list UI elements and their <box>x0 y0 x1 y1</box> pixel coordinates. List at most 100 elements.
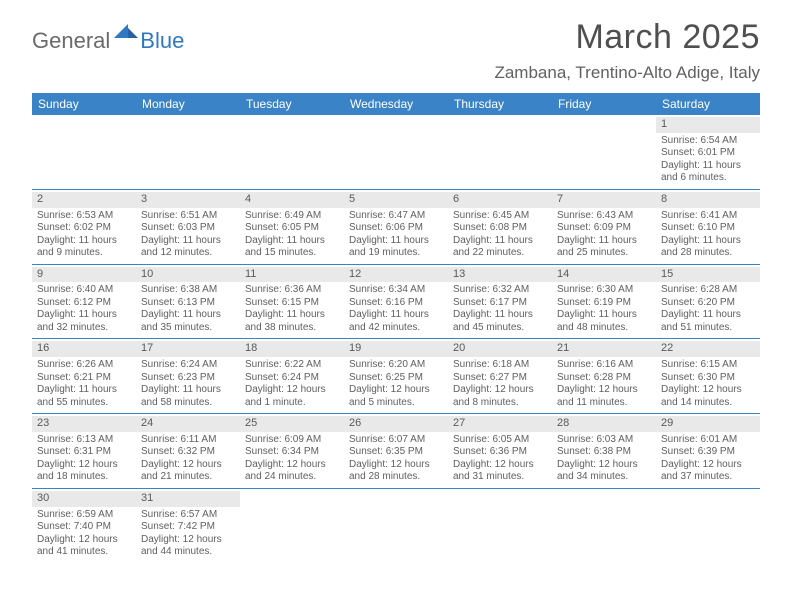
day-number: 10 <box>136 267 240 283</box>
calendar-table: Sunday Monday Tuesday Wednesday Thursday… <box>32 93 760 563</box>
sunrise-text: Sunrise: 6:43 AM <box>557 210 651 223</box>
calendar-cell: 28Sunrise: 6:03 AMSunset: 6:38 PMDayligh… <box>552 414 656 489</box>
sunrise-text: Sunrise: 6:26 AM <box>37 359 131 372</box>
sunset-text: Sunset: 6:05 PM <box>245 222 339 235</box>
calendar-cell: 22Sunrise: 6:15 AMSunset: 6:30 PMDayligh… <box>656 339 760 414</box>
calendar-cell <box>240 488 344 562</box>
calendar-cell: 23Sunrise: 6:13 AMSunset: 6:31 PMDayligh… <box>32 414 136 489</box>
sunset-text: Sunset: 6:36 PM <box>453 446 547 459</box>
daylight-text: Daylight: 12 hours and 28 minutes. <box>349 459 443 484</box>
sunset-text: Sunset: 6:27 PM <box>453 372 547 385</box>
calendar-cell <box>448 115 552 189</box>
sunrise-text: Sunrise: 6:03 AM <box>557 434 651 447</box>
day-number: 23 <box>32 416 136 432</box>
day-number: 1 <box>656 117 760 133</box>
day-number: 16 <box>32 341 136 357</box>
daylight-text: Daylight: 11 hours and 9 minutes. <box>37 235 131 260</box>
daylight-text: Daylight: 11 hours and 12 minutes. <box>141 235 235 260</box>
sunrise-text: Sunrise: 6:18 AM <box>453 359 547 372</box>
sunrise-text: Sunrise: 6:57 AM <box>141 509 235 522</box>
sunrise-text: Sunrise: 6:40 AM <box>37 284 131 297</box>
calendar-cell: 1Sunrise: 6:54 AMSunset: 6:01 PMDaylight… <box>656 115 760 189</box>
calendar-cell: 10Sunrise: 6:38 AMSunset: 6:13 PMDayligh… <box>136 264 240 339</box>
daylight-text: Daylight: 11 hours and 48 minutes. <box>557 309 651 334</box>
calendar-cell <box>448 488 552 562</box>
day-number: 4 <box>240 192 344 208</box>
calendar-cell <box>656 488 760 562</box>
sunrise-text: Sunrise: 6:45 AM <box>453 210 547 223</box>
brand-part1: General <box>32 28 110 54</box>
daylight-text: Daylight: 11 hours and 19 minutes. <box>349 235 443 260</box>
daylight-text: Daylight: 11 hours and 25 minutes. <box>557 235 651 260</box>
sunset-text: Sunset: 6:31 PM <box>37 446 131 459</box>
sunset-text: Sunset: 6:12 PM <box>37 297 131 310</box>
calendar-cell: 25Sunrise: 6:09 AMSunset: 6:34 PMDayligh… <box>240 414 344 489</box>
day-number: 27 <box>448 416 552 432</box>
calendar-cell: 12Sunrise: 6:34 AMSunset: 6:16 PMDayligh… <box>344 264 448 339</box>
day-number: 13 <box>448 267 552 283</box>
calendar-cell: 13Sunrise: 6:32 AMSunset: 6:17 PMDayligh… <box>448 264 552 339</box>
day-number: 22 <box>656 341 760 357</box>
sunset-text: Sunset: 6:13 PM <box>141 297 235 310</box>
brand-logo: General Blue <box>32 18 184 54</box>
calendar-cell: 15Sunrise: 6:28 AMSunset: 6:20 PMDayligh… <box>656 264 760 339</box>
brand-flag-icon <box>114 22 140 45</box>
day-number: 28 <box>552 416 656 432</box>
sunrise-text: Sunrise: 6:11 AM <box>141 434 235 447</box>
sunset-text: Sunset: 6:23 PM <box>141 372 235 385</box>
daylight-text: Daylight: 12 hours and 31 minutes. <box>453 459 547 484</box>
dow-thursday: Thursday <box>448 93 552 115</box>
calendar-cell <box>344 115 448 189</box>
day-number: 21 <box>552 341 656 357</box>
day-number: 25 <box>240 416 344 432</box>
daylight-text: Daylight: 12 hours and 41 minutes. <box>37 534 131 559</box>
calendar-week: 9Sunrise: 6:40 AMSunset: 6:12 PM Daylight… <box>32 264 760 339</box>
calendar-cell: 30Sunrise: 6:59 AMSunset: 7:40 PMDayligh… <box>32 488 136 562</box>
sunset-text: Sunset: 6:15 PM <box>245 297 339 310</box>
sunset-text: Sunset: 6:20 PM <box>661 297 755 310</box>
sunrise-text: Sunrise: 6:30 AM <box>557 284 651 297</box>
sunset-text: Sunset: 7:40 PM <box>37 521 131 534</box>
day-number: 7 <box>552 192 656 208</box>
calendar-cell: 31Sunrise: 6:57 AMSunset: 7:42 PMDayligh… <box>136 488 240 562</box>
sunrise-text: Sunrise: 6:05 AM <box>453 434 547 447</box>
daylight-text: Daylight: 11 hours and 45 minutes. <box>453 309 547 334</box>
day-number: 2 <box>32 192 136 208</box>
calendar-cell: 2Sunrise: 6:53 AMSunset: 6:02 PMDaylight… <box>32 189 136 264</box>
calendar-cell <box>240 115 344 189</box>
day-number: 24 <box>136 416 240 432</box>
daylight-text: Daylight: 11 hours and 35 minutes. <box>141 309 235 334</box>
calendar-week: 30Sunrise: 6:59 AMSunset: 7:40 PMDayligh… <box>32 488 760 562</box>
dow-tuesday: Tuesday <box>240 93 344 115</box>
calendar-week: 16 Sunrise: 6:26 AMSunset: 6:21 PM Dayligh… <box>32 339 760 414</box>
daylight-text: Daylight: 12 hours and 5 minutes. <box>349 384 443 409</box>
dow-wednesday: Wednesday <box>344 93 448 115</box>
day-number: 29 <box>656 416 760 432</box>
sunset-text: Sunset: 6:16 PM <box>349 297 443 310</box>
day-number: 9 <box>32 267 136 283</box>
sunrise-text: Sunrise: 6:54 AM <box>661 135 755 148</box>
header-row: General Blue March 2025 Zambana, Trentin… <box>32 18 760 83</box>
brand-part2: Blue <box>140 28 184 54</box>
daylight-text: Daylight: 12 hours and 18 minutes. <box>37 459 131 484</box>
day-number: 17 <box>136 341 240 357</box>
calendar-cell: 29Sunrise: 6:01 AMSunset: 6:39 PMDayligh… <box>656 414 760 489</box>
sunrise-text: Sunrise: 6:24 AM <box>141 359 235 372</box>
sunset-text: Sunset: 6:39 PM <box>661 446 755 459</box>
sunset-text: Sunset: 6:25 PM <box>349 372 443 385</box>
sunset-text: Sunset: 6:21 PM <box>37 372 131 385</box>
calendar-cell: 9Sunrise: 6:40 AMSunset: 6:12 PMDaylight… <box>32 264 136 339</box>
calendar-cell: 26Sunrise: 6:07 AMSunset: 6:35 PMDayligh… <box>344 414 448 489</box>
calendar-cell: 3Sunrise: 6:51 AMSunset: 6:03 PMDaylight… <box>136 189 240 264</box>
daylight-text: Daylight: 11 hours and 38 minutes. <box>245 309 339 334</box>
calendar-cell: 19Sunrise: 6:20 AMSunset: 6:25 PMDayligh… <box>344 339 448 414</box>
calendar-cell: 5Sunrise: 6:47 AMSunset: 6:06 PMDaylight… <box>344 189 448 264</box>
sunrise-text: Sunrise: 6:07 AM <box>349 434 443 447</box>
sunrise-text: Sunrise: 6:32 AM <box>453 284 547 297</box>
calendar-cell: 6Sunrise: 6:45 AMSunset: 6:08 PMDaylight… <box>448 189 552 264</box>
daylight-text: Daylight: 11 hours and 51 minutes. <box>661 309 755 334</box>
dow-saturday: Saturday <box>656 93 760 115</box>
sunrise-text: Sunrise: 6:28 AM <box>661 284 755 297</box>
daylight-text: Daylight: 11 hours and 58 minutes. <box>141 384 235 409</box>
calendar-cell: 16Sunrise: 6:26 AMSunset: 6:21 PMDayligh… <box>32 339 136 414</box>
